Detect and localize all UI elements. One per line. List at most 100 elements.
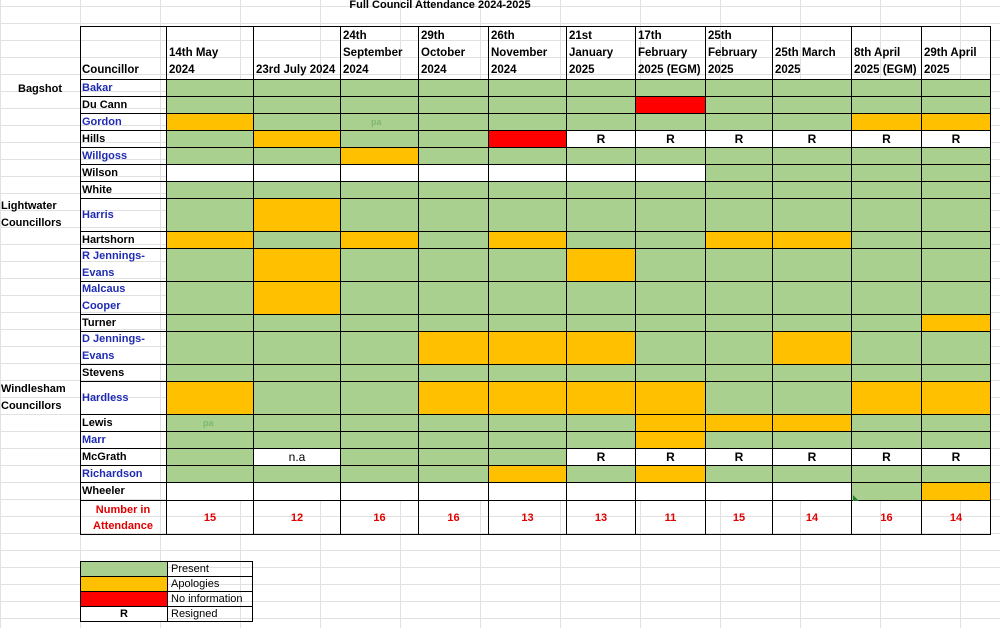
attendance-cell[interactable] bbox=[254, 365, 341, 382]
attendance-cell[interactable] bbox=[636, 148, 706, 165]
attendance-cell[interactable]: n.a bbox=[254, 449, 341, 466]
councillor-name[interactable]: Richardson bbox=[80, 466, 167, 483]
councillor-name[interactable]: Stevens bbox=[80, 365, 167, 382]
attendance-cell[interactable] bbox=[341, 148, 419, 165]
attendance-cell[interactable] bbox=[922, 415, 991, 432]
attendance-cell[interactable]: R bbox=[852, 131, 922, 148]
attendance-cell[interactable] bbox=[341, 332, 419, 365]
attendance-cell[interactable] bbox=[341, 114, 419, 131]
attendance-cell[interactable] bbox=[706, 249, 773, 282]
attendance-cell[interactable] bbox=[489, 415, 567, 432]
attendance-cell[interactable] bbox=[341, 432, 419, 449]
attendance-cell[interactable] bbox=[706, 182, 773, 199]
attendance-cell[interactable] bbox=[167, 114, 254, 131]
attendance-cell[interactable] bbox=[922, 432, 991, 449]
attendance-cell[interactable] bbox=[567, 165, 636, 182]
attendance-cell[interactable] bbox=[254, 432, 341, 449]
attendance-cell[interactable] bbox=[254, 148, 341, 165]
attendance-cell[interactable] bbox=[922, 114, 991, 131]
attendance-cell[interactable] bbox=[167, 415, 254, 432]
attendance-cell[interactable] bbox=[567, 114, 636, 131]
attendance-cell[interactable] bbox=[167, 80, 254, 97]
attendance-cell[interactable] bbox=[167, 97, 254, 114]
attendance-cell[interactable] bbox=[167, 165, 254, 182]
attendance-cell[interactable] bbox=[254, 131, 341, 148]
attendance-cell[interactable] bbox=[419, 199, 489, 232]
attendance-cell[interactable] bbox=[706, 282, 773, 315]
attendance-cell[interactable] bbox=[636, 232, 706, 249]
attendance-cell[interactable] bbox=[341, 165, 419, 182]
attendance-cell[interactable] bbox=[773, 382, 852, 415]
meeting-header[interactable]: 23rd July 2024 bbox=[254, 27, 341, 80]
attendance-cell[interactable] bbox=[419, 165, 489, 182]
attendance-cell[interactable] bbox=[341, 199, 419, 232]
attendance-cell[interactable] bbox=[419, 315, 489, 332]
attendance-cell[interactable] bbox=[922, 97, 991, 114]
attendance-cell[interactable] bbox=[922, 249, 991, 282]
attendance-cell[interactable] bbox=[773, 415, 852, 432]
attendance-cell[interactable] bbox=[167, 148, 254, 165]
attendance-cell[interactable] bbox=[489, 131, 567, 148]
attendance-cell[interactable] bbox=[254, 415, 341, 432]
attendance-cell[interactable] bbox=[922, 483, 991, 501]
attendance-cell[interactable]: R bbox=[706, 449, 773, 466]
councillor-name[interactable]: D Jennings- Evans bbox=[80, 332, 167, 365]
attendance-cell[interactable] bbox=[852, 382, 922, 415]
attendance-cell[interactable] bbox=[489, 483, 567, 501]
attendance-cell[interactable] bbox=[706, 315, 773, 332]
attendance-cell[interactable] bbox=[254, 466, 341, 483]
councillor-name[interactable]: Harris bbox=[80, 199, 167, 232]
attendance-cell[interactable] bbox=[922, 232, 991, 249]
attendance-cell[interactable] bbox=[167, 199, 254, 232]
attendance-cell[interactable] bbox=[922, 315, 991, 332]
attendance-cell[interactable] bbox=[567, 415, 636, 432]
attendance-cell[interactable] bbox=[636, 80, 706, 97]
attendance-cell[interactable]: R bbox=[922, 449, 991, 466]
attendance-cell[interactable] bbox=[341, 249, 419, 282]
attendance-cell[interactable] bbox=[567, 182, 636, 199]
attendance-cell[interactable] bbox=[636, 282, 706, 315]
attendance-cell[interactable] bbox=[852, 332, 922, 365]
attendance-cell[interactable] bbox=[341, 282, 419, 315]
attendance-cell[interactable] bbox=[636, 315, 706, 332]
attendance-cell[interactable] bbox=[341, 182, 419, 199]
attendance-cell[interactable] bbox=[341, 365, 419, 382]
attendance-cell[interactable] bbox=[922, 148, 991, 165]
attendance-cell[interactable] bbox=[706, 332, 773, 365]
attendance-cell[interactable] bbox=[706, 199, 773, 232]
attendance-cell[interactable] bbox=[419, 365, 489, 382]
attendance-cell[interactable] bbox=[773, 483, 852, 501]
attendance-cell[interactable] bbox=[567, 365, 636, 382]
councillor-name[interactable]: Du Cann bbox=[80, 97, 167, 114]
attendance-cell[interactable] bbox=[852, 114, 922, 131]
councillor-name[interactable]: Turner bbox=[80, 315, 167, 332]
attendance-cell[interactable] bbox=[489, 148, 567, 165]
attendance-cell[interactable] bbox=[773, 249, 852, 282]
attendance-cell[interactable] bbox=[852, 182, 922, 199]
meeting-header[interactable]: 29th April 2025 bbox=[922, 27, 991, 80]
attendance-cell[interactable]: R bbox=[567, 131, 636, 148]
attendance-cell[interactable] bbox=[341, 232, 419, 249]
attendance-cell[interactable] bbox=[636, 382, 706, 415]
attendance-cell[interactable] bbox=[852, 80, 922, 97]
attendance-cell[interactable] bbox=[419, 249, 489, 282]
attendance-cell[interactable] bbox=[489, 182, 567, 199]
councillor-name[interactable]: R Jennings- Evans bbox=[80, 249, 167, 282]
attendance-cell[interactable] bbox=[567, 332, 636, 365]
attendance-cell[interactable] bbox=[567, 432, 636, 449]
attendance-cell[interactable] bbox=[567, 97, 636, 114]
attendance-cell[interactable] bbox=[706, 415, 773, 432]
attendance-cell[interactable] bbox=[567, 282, 636, 315]
attendance-cell[interactable] bbox=[706, 365, 773, 382]
attendance-cell[interactable] bbox=[489, 165, 567, 182]
meeting-header[interactable]: 25th February 2025 bbox=[706, 27, 773, 80]
attendance-cell[interactable] bbox=[341, 131, 419, 148]
attendance-cell[interactable] bbox=[341, 97, 419, 114]
attendance-cell[interactable] bbox=[167, 332, 254, 365]
attendance-cell[interactable] bbox=[167, 249, 254, 282]
attendance-cell[interactable] bbox=[706, 483, 773, 501]
attendance-cell[interactable] bbox=[636, 466, 706, 483]
attendance-cell[interactable] bbox=[852, 365, 922, 382]
attendance-cell[interactable] bbox=[419, 131, 489, 148]
attendance-cell[interactable] bbox=[636, 182, 706, 199]
